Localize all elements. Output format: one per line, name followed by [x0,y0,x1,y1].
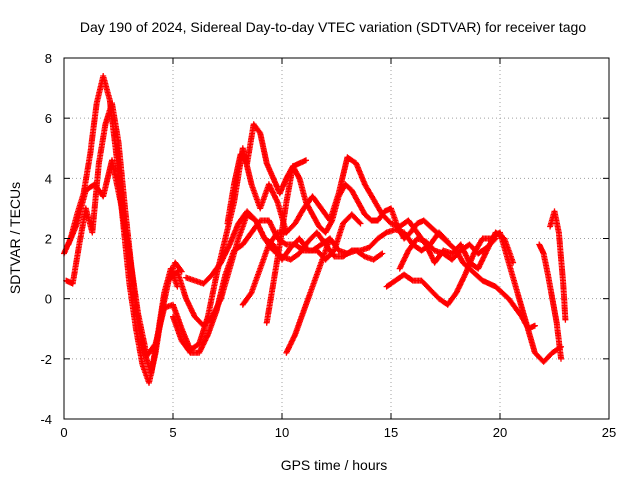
series-track-6 [183,208,451,287]
data-markers [61,73,569,386]
series-track-13 [536,241,564,362]
y-tick-label: 2 [45,232,52,247]
y-tick-label: 8 [45,51,52,66]
y-tick-label: 4 [45,171,52,186]
x-tick-label: 5 [169,425,176,440]
x-tick-label: 25 [602,425,616,440]
series-track-10 [283,235,333,356]
axis-ticks: 0 5 10 15 20 25 -4 -2 0 2 4 6 8 [40,51,616,440]
y-tick-label: -2 [40,352,52,367]
chart-title: Day 190 of 2024, Sidereal Day-to-day VTE… [80,19,587,35]
series-track-9 [263,163,538,332]
y-tick-label: 6 [45,111,52,126]
series-track-4 [165,211,364,329]
y-tick-label: 0 [45,292,52,307]
x-tick-label: 10 [275,425,289,440]
series-track-2 [63,100,181,377]
x-tick-label: 0 [60,425,67,440]
x-axis-title: GPS time / hours [281,457,388,473]
series-track-7 [224,121,309,227]
y-tick-label: -4 [40,412,52,427]
y-axis-title: SDTVAR / TECUs [7,182,23,294]
series-track-11 [383,229,564,365]
series-track-12 [396,235,499,272]
x-tick-label: 20 [493,425,507,440]
x-tick-label: 15 [384,425,398,440]
series-track-14 [547,208,569,323]
